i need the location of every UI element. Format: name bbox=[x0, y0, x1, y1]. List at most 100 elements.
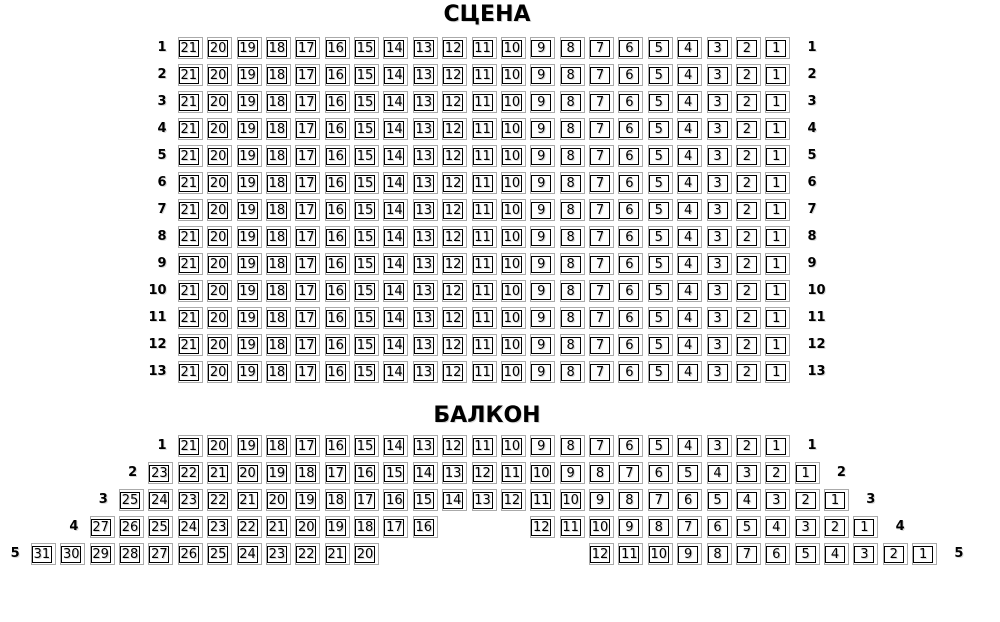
seat[interactable]: 26 bbox=[177, 543, 203, 565]
seat[interactable]: 5 bbox=[647, 118, 673, 140]
seat[interactable]: 12 bbox=[442, 91, 468, 113]
seat[interactable]: 5 bbox=[647, 280, 673, 302]
seat[interactable]: 16 bbox=[324, 199, 350, 221]
seat[interactable]: 8 bbox=[589, 462, 614, 484]
seat[interactable]: 13 bbox=[412, 280, 438, 302]
seat[interactable]: 8 bbox=[559, 37, 585, 59]
seat[interactable]: 8 bbox=[559, 172, 585, 194]
seat[interactable]: 8 bbox=[559, 307, 585, 329]
seat[interactable]: 3 bbox=[706, 118, 732, 140]
seat[interactable]: 2 bbox=[765, 462, 791, 484]
seat[interactable]: 8 bbox=[559, 199, 585, 221]
seat[interactable]: 30 bbox=[60, 543, 86, 565]
seat[interactable]: 1 bbox=[912, 543, 938, 565]
seat[interactable]: 11 bbox=[618, 543, 644, 565]
seat[interactable]: 7 bbox=[589, 145, 614, 167]
seat[interactable]: 12 bbox=[442, 253, 468, 275]
seat[interactable]: 10 bbox=[500, 361, 526, 383]
seat[interactable]: 8 bbox=[559, 361, 585, 383]
seat[interactable]: 17 bbox=[295, 435, 321, 457]
seat[interactable]: 19 bbox=[236, 145, 262, 167]
seat[interactable]: 13 bbox=[412, 334, 438, 356]
seat[interactable]: 3 bbox=[706, 64, 732, 86]
seat[interactable]: 18 bbox=[354, 516, 379, 538]
seat[interactable]: 15 bbox=[354, 64, 379, 86]
seat[interactable]: 15 bbox=[354, 280, 379, 302]
seat[interactable]: 11 bbox=[471, 64, 497, 86]
seat[interactable]: 13 bbox=[412, 91, 438, 113]
seat[interactable]: 7 bbox=[677, 516, 703, 538]
seat[interactable]: 5 bbox=[647, 91, 673, 113]
seat[interactable]: 15 bbox=[354, 118, 379, 140]
seat[interactable]: 12 bbox=[442, 172, 468, 194]
seat[interactable]: 4 bbox=[677, 280, 703, 302]
seat[interactable]: 9 bbox=[530, 64, 556, 86]
seat[interactable]: 27 bbox=[148, 543, 174, 565]
seat[interactable]: 8 bbox=[559, 145, 585, 167]
seat[interactable]: 1 bbox=[765, 64, 791, 86]
seat[interactable]: 3 bbox=[706, 91, 732, 113]
seat[interactable]: 16 bbox=[324, 253, 350, 275]
seat[interactable]: 4 bbox=[677, 253, 703, 275]
seat[interactable]: 11 bbox=[471, 226, 497, 248]
seat[interactable]: 23 bbox=[177, 489, 203, 511]
seat[interactable]: 14 bbox=[383, 199, 409, 221]
seat[interactable]: 31 bbox=[30, 543, 56, 565]
seat[interactable]: 9 bbox=[530, 91, 556, 113]
seat[interactable]: 10 bbox=[500, 307, 526, 329]
seat[interactable]: 6 bbox=[618, 280, 644, 302]
seat[interactable]: 11 bbox=[471, 37, 497, 59]
seat[interactable]: 14 bbox=[442, 489, 468, 511]
seat[interactable]: 5 bbox=[706, 489, 732, 511]
seat[interactable]: 18 bbox=[265, 199, 291, 221]
seat[interactable]: 7 bbox=[589, 307, 614, 329]
seat[interactable]: 10 bbox=[500, 91, 526, 113]
seat[interactable]: 22 bbox=[207, 489, 233, 511]
seat[interactable]: 18 bbox=[265, 226, 291, 248]
seat[interactable]: 1 bbox=[765, 172, 791, 194]
seat[interactable]: 21 bbox=[177, 145, 203, 167]
seat[interactable]: 4 bbox=[706, 462, 732, 484]
seat[interactable]: 8 bbox=[559, 91, 585, 113]
seat[interactable]: 6 bbox=[618, 172, 644, 194]
seat[interactable]: 14 bbox=[383, 435, 409, 457]
seat[interactable]: 9 bbox=[530, 145, 556, 167]
seat[interactable]: 2 bbox=[735, 145, 761, 167]
seat[interactable]: 4 bbox=[677, 172, 703, 194]
seat[interactable]: 14 bbox=[383, 37, 409, 59]
seat[interactable]: 17 bbox=[295, 253, 321, 275]
seat[interactable]: 10 bbox=[500, 280, 526, 302]
seat[interactable]: 17 bbox=[295, 172, 321, 194]
seat[interactable]: 14 bbox=[412, 462, 438, 484]
seat[interactable]: 20 bbox=[207, 199, 233, 221]
seat[interactable]: 14 bbox=[383, 253, 409, 275]
seat[interactable]: 7 bbox=[589, 226, 614, 248]
seat[interactable]: 29 bbox=[89, 543, 115, 565]
seat[interactable]: 21 bbox=[177, 37, 203, 59]
seat[interactable]: 24 bbox=[148, 489, 174, 511]
seat[interactable]: 21 bbox=[177, 226, 203, 248]
seat[interactable]: 5 bbox=[647, 307, 673, 329]
seat[interactable]: 19 bbox=[236, 172, 262, 194]
seat[interactable]: 16 bbox=[324, 64, 350, 86]
seat[interactable]: 8 bbox=[559, 334, 585, 356]
seat[interactable]: 5 bbox=[647, 435, 673, 457]
seat[interactable]: 3 bbox=[706, 280, 732, 302]
seat[interactable]: 13 bbox=[412, 226, 438, 248]
seat[interactable]: 15 bbox=[354, 145, 379, 167]
seat[interactable]: 17 bbox=[295, 145, 321, 167]
seat[interactable]: 9 bbox=[530, 37, 556, 59]
seat[interactable]: 7 bbox=[647, 489, 673, 511]
seat[interactable]: 4 bbox=[677, 118, 703, 140]
seat[interactable]: 8 bbox=[559, 118, 585, 140]
seat[interactable]: 25 bbox=[207, 543, 233, 565]
seat[interactable]: 10 bbox=[500, 253, 526, 275]
seat[interactable]: 3 bbox=[765, 489, 791, 511]
seat[interactable]: 4 bbox=[677, 37, 703, 59]
seat[interactable]: 13 bbox=[412, 145, 438, 167]
seat[interactable]: 6 bbox=[647, 462, 673, 484]
seat[interactable]: 13 bbox=[412, 64, 438, 86]
seat[interactable]: 20 bbox=[207, 361, 233, 383]
seat[interactable]: 17 bbox=[295, 118, 321, 140]
seat[interactable]: 4 bbox=[735, 489, 761, 511]
